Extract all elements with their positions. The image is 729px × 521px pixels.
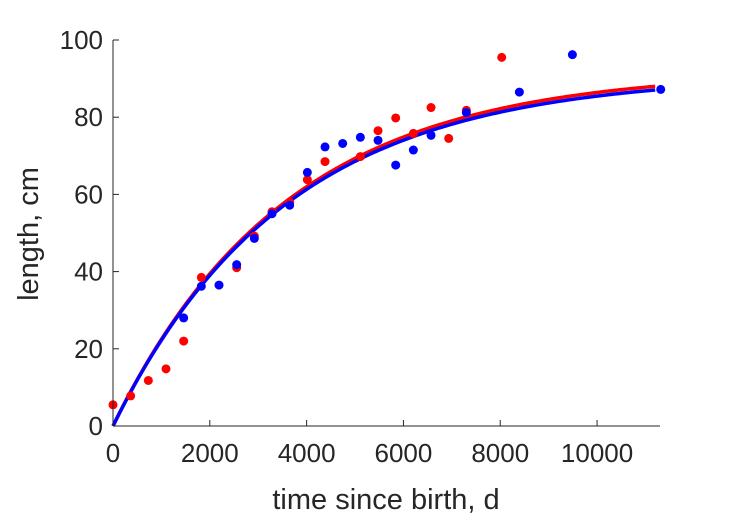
data-point-series-1 <box>391 113 401 123</box>
y-tick-label: 40 <box>74 257 103 287</box>
data-point-series-1 <box>408 128 418 138</box>
data-point-series-2 <box>320 142 330 152</box>
data-point-series-2 <box>514 87 524 97</box>
data-point-series-2 <box>232 260 242 270</box>
data-point-series-2 <box>338 138 348 148</box>
data-point-series-2 <box>285 200 295 210</box>
data-point-series-2 <box>302 167 312 177</box>
data-point-series-1 <box>143 375 153 385</box>
data-point-series-2 <box>214 280 224 290</box>
data-point-series-2 <box>656 84 666 94</box>
data-point-series-1 <box>497 52 507 62</box>
data-point-series-1 <box>161 364 171 374</box>
data-point-series-1 <box>355 152 365 162</box>
data-point-series-2 <box>355 132 365 142</box>
data-point-series-1 <box>320 157 330 167</box>
x-tick-label: 8000 <box>471 438 529 468</box>
fit-line-series-1 <box>111 84 656 427</box>
data-point-series-2 <box>408 145 418 155</box>
y-axis-label: length, cm <box>13 167 45 301</box>
data-point-series-2 <box>196 281 206 291</box>
y-axis: 0 20 40 60 80 100 <box>60 25 119 441</box>
data-point-series-1 <box>179 336 189 346</box>
y-tick-label: 60 <box>74 179 103 209</box>
x-axis: 0 2000 4000 6000 8000 10000 <box>106 420 660 468</box>
data-point-series-2 <box>567 50 577 60</box>
fit-line-series-2 <box>111 88 656 427</box>
x-tick-label: 0 <box>106 438 120 468</box>
data-point-series-2 <box>249 233 259 243</box>
data-point-series-2 <box>426 130 436 140</box>
x-tick-label: 2000 <box>181 438 239 468</box>
x-tick-label: 6000 <box>375 438 433 468</box>
x-tick-label: 10000 <box>561 438 633 468</box>
data-point-series-2 <box>267 209 277 219</box>
data-point-series-1 <box>444 133 454 143</box>
plot-area <box>108 50 666 427</box>
y-tick-label: 80 <box>74 102 103 132</box>
data-point-series-1 <box>373 126 383 136</box>
x-tick-label: 4000 <box>278 438 336 468</box>
data-point-series-1 <box>126 391 136 401</box>
data-point-series-2 <box>461 108 471 118</box>
y-tick-label: 0 <box>89 411 103 441</box>
y-tick-label: 100 <box>60 25 103 55</box>
y-tick-label: 20 <box>74 334 103 364</box>
data-point-series-2 <box>179 313 189 323</box>
data-point-series-1 <box>426 103 436 113</box>
data-point-series-2 <box>391 160 401 170</box>
data-point-series-1 <box>196 272 206 282</box>
data-point-series-2 <box>373 135 383 145</box>
data-point-series-1 <box>302 175 312 185</box>
x-axis-label: time since birth, d <box>272 484 499 516</box>
